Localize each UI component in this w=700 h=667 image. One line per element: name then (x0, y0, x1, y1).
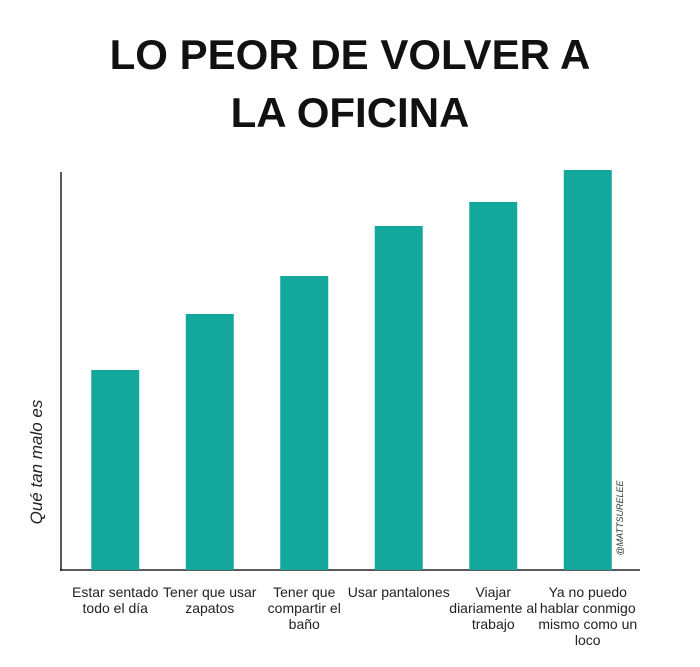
bar (563, 170, 612, 570)
x-tick-label: Viajar diariamente al trabajo (449, 584, 538, 632)
x-tick-label: Estar sentado todo el día (72, 584, 159, 616)
watermark: @MATTSURELEE (615, 480, 625, 556)
x-tick-label: Tener que compartir el baño (267, 584, 341, 632)
bar (91, 370, 140, 570)
bar (280, 276, 329, 570)
bar (185, 314, 234, 570)
bar (469, 202, 518, 570)
bar (374, 226, 423, 570)
y-axis-label: Qué tan malo es (27, 399, 46, 524)
x-tick-label: Usar pantalones (347, 584, 450, 600)
x-tick-label: Tener que usar zapatos (163, 584, 257, 616)
chart-title: LO PEOR DE VOLVER A LA OFICINA (109, 31, 591, 136)
x-tick-label: Ya no puedo hablar conmigo mismo como un… (538, 584, 638, 648)
